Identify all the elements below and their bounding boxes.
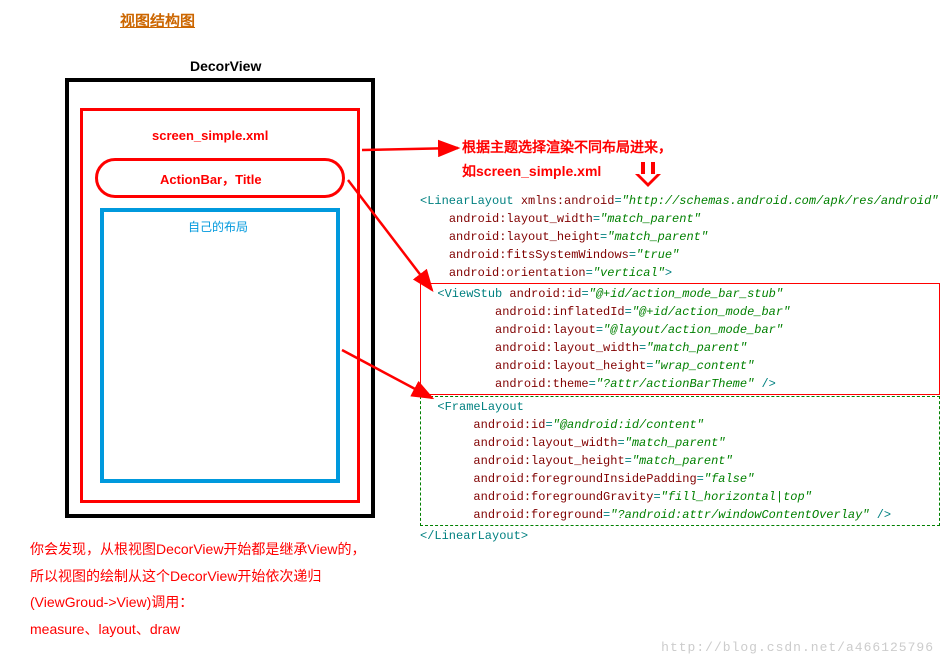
code-line: android:theme="?attr/actionBarTheme" /> — [423, 375, 937, 393]
code-line: android:foreground="?android:attr/window… — [423, 506, 937, 524]
framelayout-code-box: <FrameLayout android:id="@android:id/con… — [420, 396, 940, 526]
self-layout-box — [100, 208, 340, 483]
bottom-annotation: 你会发现，从根视图DecorView开始都是继承View的， 所以视图的绘制从这… — [30, 536, 366, 642]
self-layout-label: 自己的布局 — [188, 218, 248, 235]
diagram-title: 视图结构图 — [120, 10, 195, 31]
code-line: android:layout_height="wrap_content" — [423, 357, 937, 375]
code-line: android:layout_width="match_parent" — [420, 210, 940, 228]
code-line: android:inflatedId="@+id/action_mode_bar… — [423, 303, 937, 321]
code-line: android:orientation="vertical"> — [420, 264, 940, 282]
code-line: android:fitsSystemWindows="true" — [420, 246, 940, 264]
code-line: </LinearLayout> — [420, 527, 940, 545]
code-line: android:layout_width="match_parent" — [423, 434, 937, 452]
code-line: android:layout_height="match_parent" — [420, 228, 940, 246]
code-line: <FrameLayout — [423, 398, 937, 416]
code-line: <LinearLayout xmlns:android="http://sche… — [420, 192, 940, 210]
actionbar-label: ActionBar，Title — [160, 169, 262, 188]
xml-code-block: <LinearLayout xmlns:android="http://sche… — [420, 192, 940, 545]
decorview-label: DecorView — [190, 58, 261, 74]
code-line: android:layout_width="match_parent" — [423, 339, 937, 357]
watermark: http://blog.csdn.net/a466125796 — [661, 640, 934, 655]
annotation-line1: 根据主题选择渲染不同布局进来， — [462, 136, 672, 160]
code-line: <ViewStub android:id="@+id/action_mode_b… — [423, 285, 937, 303]
code-line: android:layout="@layout/action_mode_bar" — [423, 321, 937, 339]
bottom-line3: (ViewGroud->View)调用： — [30, 589, 366, 616]
viewstub-code-box: <ViewStub android:id="@+id/action_mode_b… — [420, 283, 940, 395]
screen-simple-label: screen_simple.xml — [152, 128, 268, 143]
code-line: android:foregroundGravity="fill_horizont… — [423, 488, 937, 506]
code-line: android:layout_height="match_parent" — [423, 452, 937, 470]
code-line: android:id="@android:id/content" — [423, 416, 937, 434]
bottom-line1: 你会发现，从根视图DecorView开始都是继承View的， — [30, 536, 366, 563]
code-line: android:foregroundInsidePadding="false" — [423, 470, 937, 488]
bottom-line4: measure、layout、draw — [30, 616, 366, 643]
down-arrow-icon — [635, 162, 661, 187]
bottom-line2: 所以视图的绘制从这个DecorView开始依次递归 — [30, 563, 366, 590]
